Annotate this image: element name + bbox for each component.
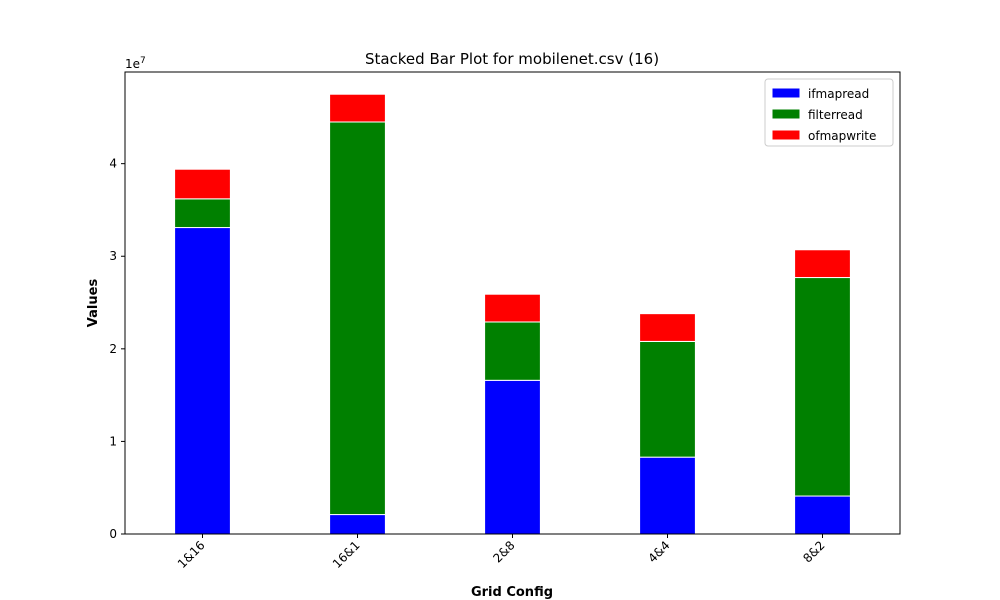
x-tick-label: 4&4 bbox=[645, 538, 672, 565]
x-axis: 1&16 16&1 2&8 4&4 8&2 bbox=[175, 534, 828, 571]
bar-filterread-4&4 bbox=[639, 340, 696, 458]
bar-ofmapwrite-16&1 bbox=[329, 93, 386, 123]
plot-frame bbox=[124, 71, 901, 535]
legend-label-filterread: filterread bbox=[808, 108, 863, 122]
bar-ofmapwrite-4&4 bbox=[639, 313, 696, 342]
legend-label-ifmapread: ifmapread bbox=[808, 87, 869, 101]
bar-filterread-16&1 bbox=[329, 121, 386, 516]
chart-title: Stacked Bar Plot for mobilenet.csv (16) bbox=[365, 50, 659, 68]
bar-ifmapread-16&1 bbox=[329, 514, 386, 535]
y-tick-label: 4 bbox=[109, 157, 117, 171]
bar-filterread-2&8 bbox=[484, 321, 541, 381]
x-tick-label: 8&2 bbox=[800, 538, 827, 565]
y-multiplier-label: 1e7 bbox=[125, 56, 146, 71]
bar-ifmapread-4&4 bbox=[639, 456, 696, 535]
legend-swatch-filterread bbox=[771, 108, 801, 120]
plot-area bbox=[174, 93, 851, 535]
bar-filterread-1&16 bbox=[174, 198, 231, 229]
y-axis: 0 1 2 3 4 bbox=[109, 157, 125, 541]
y-tick-label: 2 bbox=[109, 342, 117, 356]
bar-filterread-8&2 bbox=[794, 277, 851, 497]
bar-ofmapwrite-8&2 bbox=[794, 249, 851, 279]
y-tick-label: 1 bbox=[109, 434, 117, 448]
x-axis-label: Grid Config bbox=[471, 585, 553, 600]
bar-ofmapwrite-1&16 bbox=[174, 168, 231, 200]
x-tick-label: 1&16 bbox=[175, 538, 208, 571]
y-tick-label: 3 bbox=[109, 249, 117, 263]
y-tick-label: 0 bbox=[109, 527, 117, 541]
bar-ifmapread-8&2 bbox=[794, 495, 851, 535]
x-tick-label: 2&8 bbox=[490, 538, 517, 565]
y-axis-label: Values bbox=[86, 279, 101, 328]
x-tick-label: 16&1 bbox=[330, 538, 363, 571]
bar-ifmapread-1&16 bbox=[174, 227, 231, 535]
legend: ifmapread filterread ofmapwrite bbox=[764, 78, 894, 147]
legend-label-ofmapwrite: ofmapwrite bbox=[808, 129, 876, 143]
legend-swatch-ifmapread bbox=[771, 87, 801, 99]
bar-ifmapread-2&8 bbox=[484, 379, 541, 535]
legend-swatch-ofmapwrite bbox=[771, 129, 801, 141]
bar-ofmapwrite-2&8 bbox=[484, 293, 541, 323]
